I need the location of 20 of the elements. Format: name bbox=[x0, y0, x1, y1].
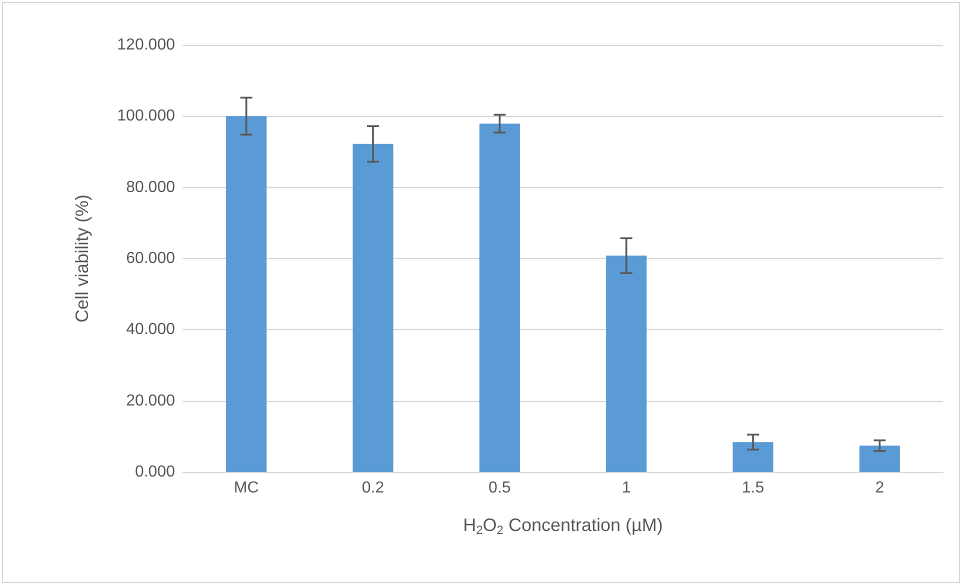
bar bbox=[479, 124, 520, 472]
x-tick-label: 0.5 bbox=[488, 480, 511, 496]
y-axis-title: Cell viability (%) bbox=[72, 194, 92, 323]
bar bbox=[732, 442, 774, 472]
y-tick-label: 20.000 bbox=[126, 392, 176, 410]
y-tick-label: 100.000 bbox=[117, 108, 176, 125]
x-tick-label: 2 bbox=[875, 480, 884, 496]
y-tick-label: 0.000 bbox=[134, 464, 176, 480]
y-tick-label: 60.000 bbox=[126, 250, 176, 267]
y-tick-label: 80.000 bbox=[126, 178, 176, 196]
bar bbox=[859, 446, 900, 472]
y-tick-label: 40.000 bbox=[126, 321, 176, 338]
x-tick-label: 1.5 bbox=[742, 480, 764, 496]
bar bbox=[226, 116, 267, 472]
x-tick-label: MC bbox=[234, 480, 259, 496]
x-tick-label: 1 bbox=[622, 480, 631, 496]
bar bbox=[352, 144, 394, 472]
x-tick-label: 0.2 bbox=[362, 480, 384, 496]
y-tick-label: 120.000 bbox=[117, 36, 176, 54]
bar bbox=[606, 256, 647, 472]
